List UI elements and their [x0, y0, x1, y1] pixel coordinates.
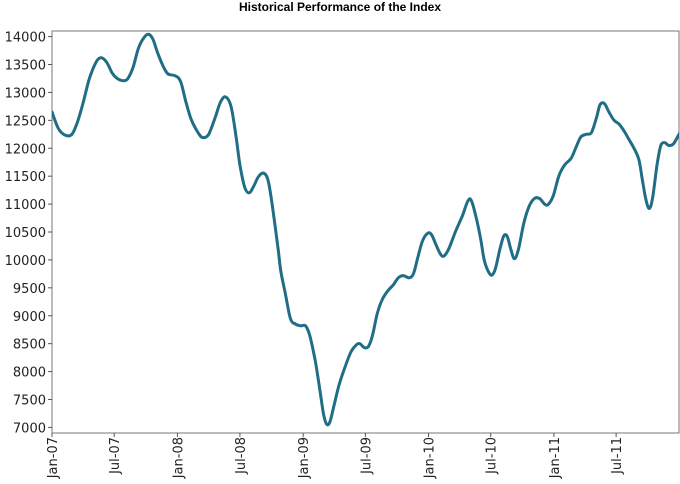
y-tick-label: 12000 — [5, 142, 46, 157]
plot-frame — [51, 30, 680, 434]
y-tick-label: 12500 — [5, 114, 46, 129]
series-layer — [52, 32, 679, 427]
y-tick-label: 8500 — [13, 338, 46, 353]
x-tick-label: Jan-08 — [171, 437, 186, 479]
x-tick-label: Jul-11 — [610, 437, 625, 475]
y-tick-label: 9000 — [13, 310, 46, 325]
y-tick-label: 7000 — [13, 421, 46, 436]
series-line — [52, 32, 679, 427]
x-tick-label: Jan-10 — [423, 437, 438, 479]
y-tick-label: 13000 — [5, 86, 46, 101]
y-tick-label: 10500 — [5, 226, 46, 241]
x-tick-label: Jan-07 — [46, 437, 61, 479]
y-tick-label: 13500 — [5, 59, 46, 74]
y-tick-label: 9500 — [13, 282, 46, 297]
y-tick-label: 8000 — [13, 366, 46, 381]
x-axis: Jan-07 Jul-07 Jan-08 Jul-08 Jan-09 Jul-09 Jan-… — [46, 433, 625, 479]
chart-title: Historical Performance of the Index — [238, 0, 442, 14]
x-tick-label: Jul-08 — [234, 437, 249, 475]
x-tick-label: Jul-10 — [485, 437, 500, 475]
y-tick-label: 14000 — [5, 31, 46, 46]
y-tick-label: 11500 — [5, 170, 46, 185]
plot-border — [51, 30, 680, 434]
y-tick-label: 7500 — [13, 394, 46, 409]
y-tick-label: 10000 — [5, 254, 46, 269]
x-tick-label: Jan-11 — [548, 437, 563, 479]
x-tick-label: Jul-07 — [108, 437, 123, 475]
x-tick-label: Jul-09 — [359, 437, 374, 475]
y-axis: 7000 7500 8000 8500 9000 9500 10000 10500 11000 1… — [5, 31, 52, 436]
x-tick-label: Jan-09 — [297, 437, 312, 479]
y-tick-label: 11000 — [5, 198, 46, 213]
